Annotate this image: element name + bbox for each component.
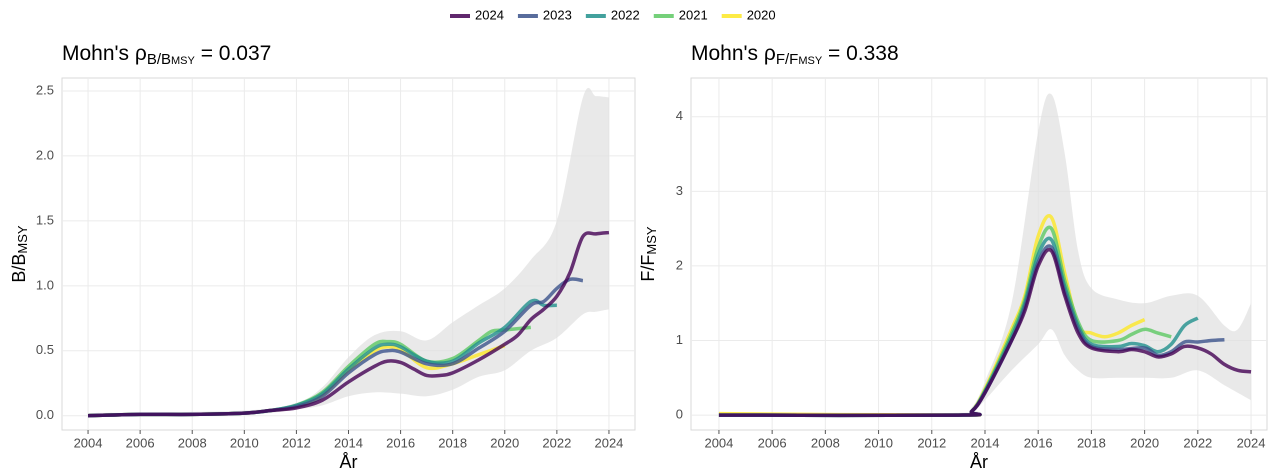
- title-sub: B/B: [147, 51, 171, 68]
- y-tick-label: 1: [676, 332, 683, 347]
- x-tick-label: 2016: [1024, 435, 1053, 450]
- y-title-sub: MSY: [15, 225, 30, 254]
- legend-label: 2020: [747, 7, 776, 22]
- title-suffix: = 0.338: [822, 42, 898, 65]
- y-tick-label: 2: [676, 257, 683, 272]
- x-tick-label: 2020: [490, 435, 519, 450]
- x-tick-label: 2020: [1130, 435, 1159, 450]
- panel: Mohn's ρB/BMSY = 0.037B/BMSYÅr0.00.51.01…: [9, 42, 636, 472]
- x-tick-label: 2024: [1237, 435, 1266, 450]
- y-tick-label: 0.5: [36, 342, 54, 357]
- x-tick-label: 2022: [542, 435, 571, 450]
- x-tick-label: 2004: [704, 435, 733, 450]
- x-tick-label: 2022: [1183, 435, 1212, 450]
- x-axis-title: År: [340, 452, 358, 472]
- legend-label: 2024: [475, 7, 504, 22]
- legend-label: 2022: [611, 7, 640, 22]
- y-axis-title: F/FMSY: [638, 226, 659, 282]
- legend-label: 2023: [543, 7, 572, 22]
- x-tick-label: 2008: [178, 435, 207, 450]
- title-prefix: Mohn's ρ: [691, 42, 776, 65]
- legend-label: 2021: [679, 7, 708, 22]
- x-tick-label: 2016: [386, 435, 415, 450]
- x-tick-label: 2024: [594, 435, 623, 450]
- confidence-band: [88, 87, 609, 416]
- x-tick-label: 2012: [282, 435, 311, 450]
- title-prefix: Mohn's ρ: [62, 42, 147, 65]
- x-tick-label: 2018: [438, 435, 467, 450]
- x-tick-label: 2006: [126, 435, 155, 450]
- x-tick-label: 2012: [917, 435, 946, 450]
- y-tick-label: 2.0: [36, 147, 54, 162]
- x-tick-label: 2018: [1077, 435, 1106, 450]
- y-axis-title: B/BMSY: [9, 225, 30, 283]
- y-tick-label: 1.5: [36, 212, 54, 227]
- x-tick-label: 2014: [971, 435, 1000, 450]
- x-tick-label: 2014: [334, 435, 363, 450]
- title-suffix: = 0.037: [195, 42, 271, 65]
- series-line: [718, 248, 1252, 418]
- y-tick-label: 0: [676, 407, 683, 422]
- x-tick-label: 2008: [811, 435, 840, 450]
- chart-title: Mohn's ρF/FMSY = 0.338: [691, 42, 899, 68]
- y-title-main: B/B: [9, 254, 29, 283]
- plot-border: [690, 77, 1268, 431]
- y-tick-label: 4: [676, 108, 683, 123]
- confidence-band: [718, 93, 1252, 417]
- y-title-sub: MSY: [644, 226, 659, 255]
- chart-title: Mohn's ρB/BMSY = 0.037: [62, 42, 271, 68]
- x-tick-label: 2004: [74, 435, 103, 450]
- y-tick-label: 3: [676, 183, 683, 198]
- title-sub: F/F: [776, 51, 799, 68]
- y-title-main: F/F: [638, 255, 658, 282]
- y-tick-label: 2.5: [36, 82, 54, 97]
- x-tick-label: 2006: [758, 435, 787, 450]
- x-tick-label: 2010: [230, 435, 259, 450]
- series-line: [88, 230, 610, 418]
- y-tick-label: 1.0: [36, 277, 54, 292]
- x-axis-title: År: [970, 452, 988, 472]
- title-subsub: MSY: [171, 55, 196, 67]
- title-subsub: MSY: [798, 55, 823, 67]
- y-tick-label: 0.0: [36, 407, 54, 422]
- x-tick-label: 2010: [864, 435, 893, 450]
